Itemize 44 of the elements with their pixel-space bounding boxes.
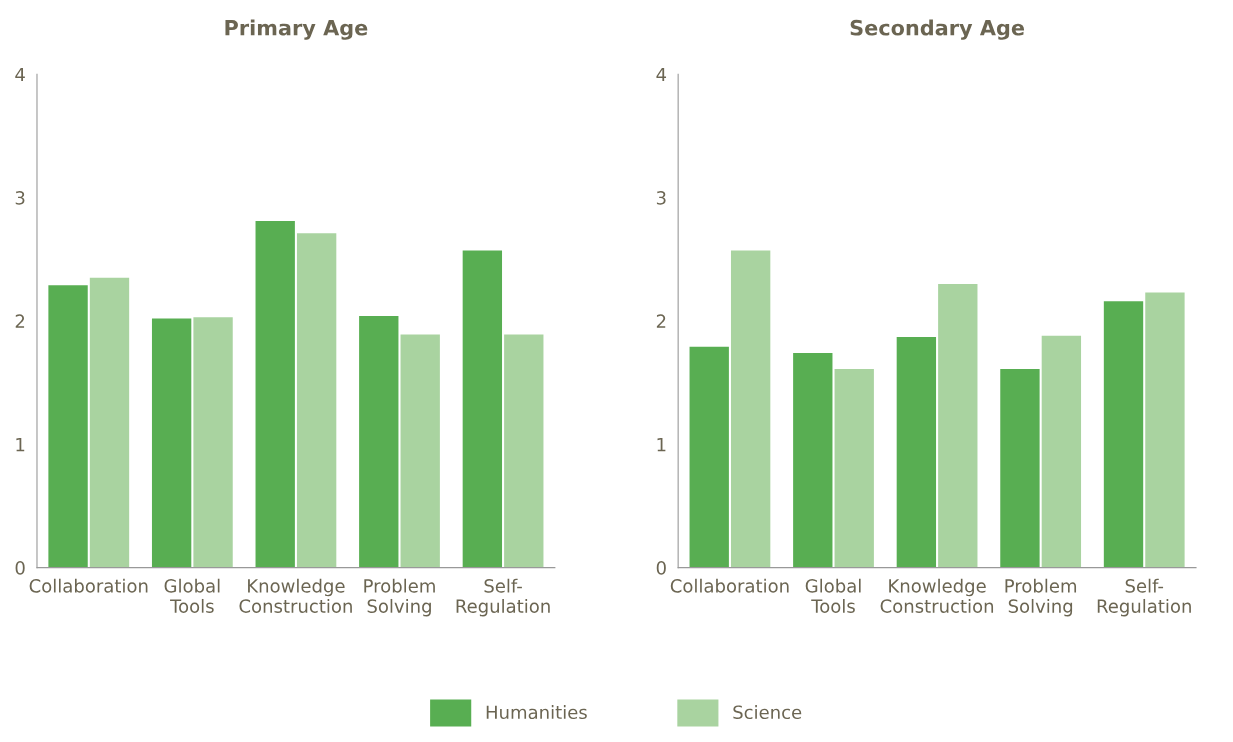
x-tick-label: Problem Solving: [1005, 578, 1077, 617]
bar: [1000, 369, 1040, 568]
bar: [462, 250, 503, 568]
bar: [255, 221, 295, 568]
bar: [730, 250, 771, 568]
y-tick-label: 1: [657, 437, 666, 452]
legend-label: Humanities: [486, 705, 587, 720]
bar: [193, 317, 233, 568]
bar: [1145, 292, 1185, 568]
bar: [896, 336, 937, 568]
y-tick-label: 0: [15, 561, 25, 575]
y-tick-label: 3: [15, 191, 25, 205]
y-tick-label: 4: [15, 67, 25, 82]
bar: [689, 346, 729, 568]
y-tick-label: 1: [16, 437, 25, 452]
bar: [834, 369, 874, 568]
bar: [1103, 301, 1144, 568]
x-tick-label: Collaboration: [670, 578, 789, 593]
chart-title: Primary Age: [225, 19, 368, 40]
y-tick-label: 4: [656, 67, 667, 82]
x-tick-label: Problem Solving: [364, 578, 435, 617]
bar: [793, 352, 833, 568]
x-tick-label: Knowledge Construction: [239, 578, 352, 613]
x-tick-label: Collaboration: [29, 578, 148, 593]
x-tick-label: Global Tools: [805, 578, 861, 613]
bar: [296, 233, 337, 568]
bar: [504, 334, 544, 568]
bar: [48, 285, 88, 568]
y-tick-label: 2: [656, 314, 666, 328]
y-tick-label: 0: [656, 561, 666, 575]
bar: [151, 318, 192, 568]
bar: [400, 334, 440, 568]
bar: [1041, 335, 1082, 568]
legend-label: Science: [733, 705, 802, 720]
x-tick-label: Knowledge Construction: [880, 578, 994, 613]
bar: [89, 277, 130, 568]
bar: [938, 283, 978, 568]
y-tick-label: 2: [15, 314, 25, 328]
chart-title: Secondary Age: [850, 19, 1025, 40]
x-tick-label: Global Tools: [164, 578, 220, 613]
x-tick-label: Self- Regulation: [1097, 578, 1191, 617]
x-tick-label: Self- Regulation: [456, 578, 550, 617]
y-tick-label: 3: [656, 191, 666, 205]
bar: [359, 315, 399, 568]
